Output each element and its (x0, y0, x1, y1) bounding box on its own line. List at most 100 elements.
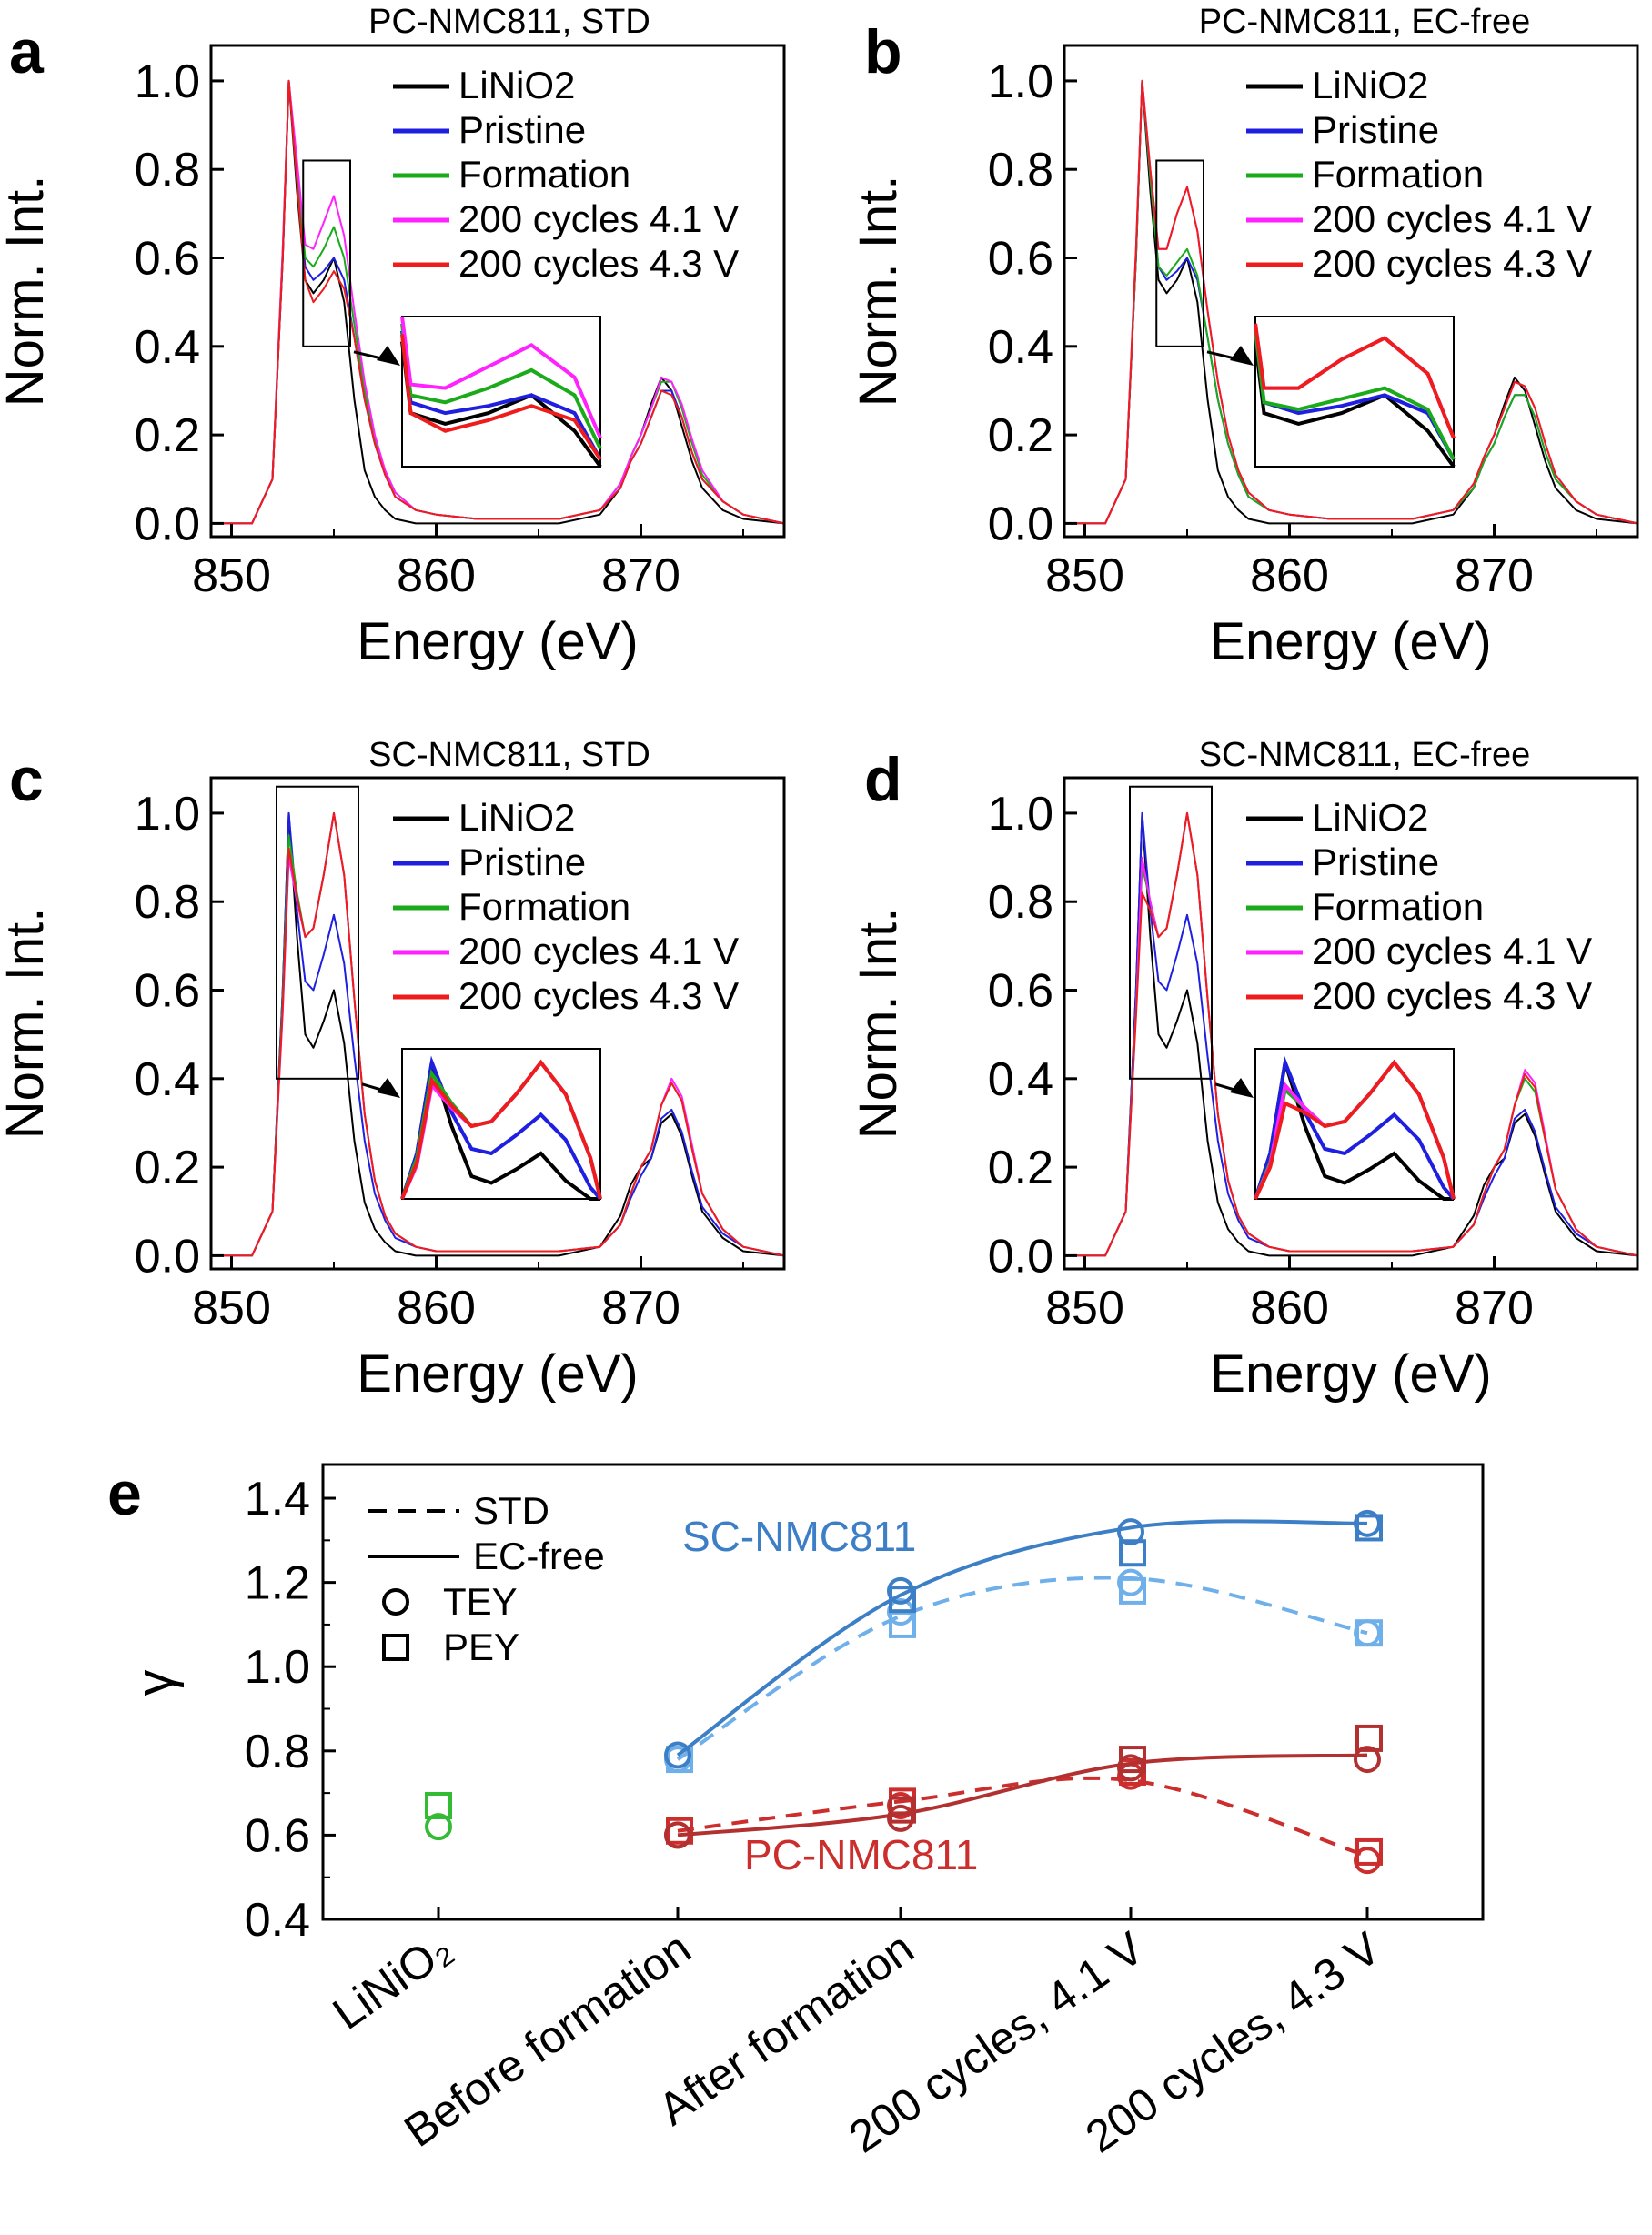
zoom-box (302, 159, 351, 347)
y-tick-label: 0.0 (135, 1230, 200, 1283)
y-tick-label: 0.4 (988, 321, 1053, 374)
y-tick-label: 0.6 (245, 1809, 310, 1862)
y-tick-label: 0.8 (988, 876, 1053, 929)
gamma-series-3 (664, 1724, 1383, 1849)
panel-a: a PC-NMC811, STD 850 860 870 0.0 0.2 0.4 0.6 0.8 1… (0, 3, 786, 671)
y-tick-label: 0.0 (135, 498, 200, 550)
legend-label: Formation (458, 153, 630, 196)
inset-line-2 (400, 323, 602, 450)
legend-label: Pristine (1312, 108, 1439, 151)
x-tick-label: 860 (397, 549, 476, 602)
zoom-box (1129, 785, 1213, 1080)
x-tick-label: 850 (1045, 549, 1124, 602)
legend-label: 200 cycles 4.1 V (458, 930, 739, 972)
panel-letter: a (9, 17, 45, 86)
gamma-point (1355, 1514, 1383, 1542)
panel-letter: c (9, 745, 44, 814)
gamma-series-1 (664, 1509, 1383, 1769)
inset-series (400, 316, 602, 468)
legend-label: LiNiO2 (458, 796, 575, 839)
gamma-point (664, 1821, 691, 1849)
series-line-4 (211, 79, 785, 525)
zoom-box (276, 785, 359, 1080)
gamma-point (1117, 1518, 1144, 1546)
gamma-point (1355, 1837, 1383, 1866)
plot-frame (209, 776, 786, 1271)
y-tick-label: 1.0 (245, 1641, 310, 1694)
legend-label: LiNiO2 (458, 64, 575, 106)
series-line-4 (1064, 811, 1638, 1257)
inset-series (1254, 323, 1456, 468)
x-tick-label: 860 (1250, 1282, 1329, 1334)
inset-line-3 (400, 316, 602, 439)
y-axis-label: Norm. Int. (849, 908, 908, 1140)
y-tick-label: 0.8 (988, 144, 1053, 196)
series-line-0 (1064, 79, 1638, 525)
gamma-series-0 (664, 1568, 1383, 1774)
legend-label: 200 cycles 4.1 V (1312, 930, 1592, 972)
panel-title: SC-NMC811, STD (368, 736, 650, 774)
zoom-arrow-head (1230, 1078, 1254, 1098)
inset-frame (1254, 316, 1455, 468)
y-axis-label: Norm. Int. (0, 176, 55, 408)
legend-label: TEY (443, 1580, 518, 1623)
legend-label: STD (473, 1489, 549, 1532)
legend-marker-swatch (382, 1634, 409, 1661)
legend-label: Pristine (1312, 841, 1439, 883)
x-tick-label: 850 (192, 549, 271, 602)
legend-label: 200 cycles 4.1 V (1312, 197, 1592, 240)
y-tick-label: 1.4 (245, 1473, 310, 1525)
y-axis-label: Norm. Int. (0, 908, 55, 1140)
panel-d: d SC-NMC811, EC-free 850 860 870 0.0 0.2 0.4 0.6… (849, 736, 1639, 1404)
reference-point (425, 1792, 452, 1819)
y-tick-label: 0.0 (988, 1230, 1053, 1283)
gamma-point (1355, 1724, 1383, 1752)
y-tick-label: 1.0 (988, 55, 1053, 108)
x-axis-label: Energy (eV) (1210, 612, 1491, 671)
gamma-point (664, 1741, 691, 1769)
series-label-sc: SC-NMC811 (682, 1513, 916, 1560)
gamma-point (1355, 1619, 1383, 1647)
panel-letter: d (864, 745, 902, 814)
inset-line-2 (1254, 330, 1456, 461)
y-tick-label: 1.2 (245, 1557, 310, 1610)
y-tick-label: 0.2 (988, 1142, 1053, 1194)
y-tick-label: 0.4 (135, 321, 200, 374)
panel-letter: b (864, 17, 902, 86)
plot-frame (209, 44, 786, 539)
x-tick-label: 860 (397, 1282, 476, 1334)
series-group (1064, 811, 1638, 1257)
panel-b: b PC-NMC811, EC-free 850 860 870 0.0 0.2 0.4 0.6… (849, 3, 1639, 671)
legend-label: Formation (458, 885, 630, 928)
gamma-fit-line (677, 1753, 1368, 1837)
zoom-arrow-head (377, 346, 400, 366)
reference-point (425, 1813, 452, 1841)
x-tick-label: 870 (601, 1282, 680, 1334)
x-tick-label: 870 (1455, 549, 1534, 602)
series-group (211, 79, 785, 525)
gamma-point (1119, 1539, 1146, 1567)
y-tick-label: 1.0 (135, 788, 200, 841)
series-group (211, 811, 785, 1257)
legend-label: LiNiO2 (1312, 796, 1428, 839)
y-axis-label: γ (126, 1670, 185, 1696)
inset-line-4 (1254, 323, 1456, 439)
legend-label: 200 cycles 4.3 V (1312, 974, 1592, 1017)
plot-frame (1063, 44, 1639, 539)
panel-c: c SC-NMC811, STD 850 860 870 0.0 0.2 0.4 0.6 0.8 1… (0, 736, 786, 1404)
gamma-fit-line (676, 1576, 1368, 1761)
reference-points (425, 1792, 452, 1841)
panel-title: PC-NMC811, EC-free (1199, 3, 1531, 41)
legend-label: Pristine (458, 108, 586, 151)
y-tick-label: 0.8 (135, 144, 200, 196)
inset-line-1 (1254, 1055, 1456, 1201)
legend-marker-swatch (382, 1588, 409, 1616)
series-label-pc: PC-NMC811 (744, 1831, 978, 1878)
y-tick-label: 0.2 (135, 1142, 200, 1194)
panel-letter: e (107, 1459, 142, 1528)
panel-title: PC-NMC811, STD (368, 3, 650, 41)
